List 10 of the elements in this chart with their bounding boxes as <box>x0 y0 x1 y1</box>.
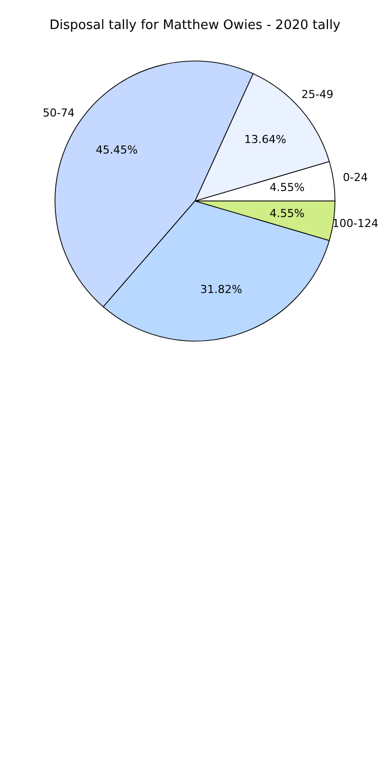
slice-label: 100-124 <box>332 217 378 230</box>
data-label: 13.64% <box>244 133 286 146</box>
data-label: 31.82% <box>200 283 242 296</box>
slice-label: 25-49 <box>301 88 334 101</box>
slice-label: 50-74 <box>42 106 75 120</box>
slice-label: 0-24 <box>342 170 368 184</box>
data-label: 45.45% <box>96 144 138 157</box>
chart-title: Disposal tally for Matthew Owies - 2020 tally <box>50 18 341 33</box>
data-label: 4.55% <box>270 207 305 220</box>
data-label: 4.55% <box>270 180 305 194</box>
